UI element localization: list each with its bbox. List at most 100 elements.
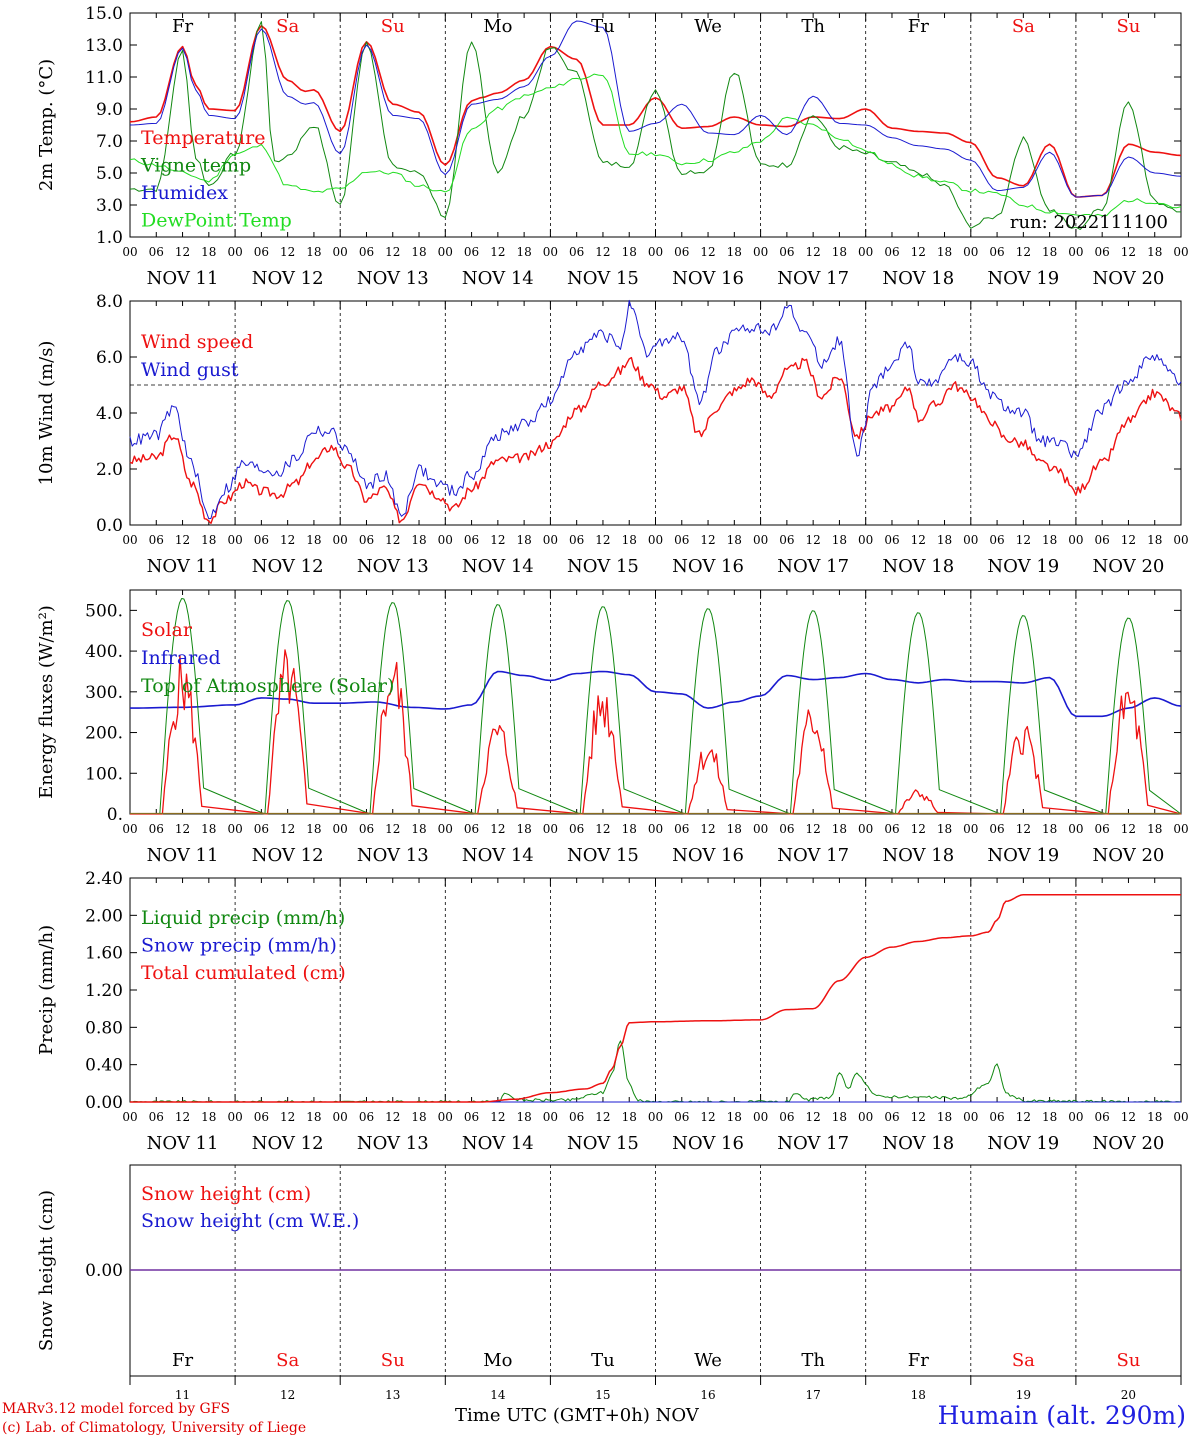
hour-tick-label: 06 — [1095, 822, 1110, 836]
hour-tick-label: 12 — [595, 1110, 610, 1124]
y-tick-label: 7.0 — [96, 132, 123, 152]
y-tick-label: 3.0 — [96, 196, 123, 216]
legend-entry: Liquid precip (mm/h) — [141, 907, 345, 929]
y-tick-label: 0.00 — [85, 1093, 123, 1113]
hour-tick-label: 00 — [333, 1110, 348, 1124]
hour-tick-label: 18 — [306, 1110, 321, 1124]
y-tick-label: 6.0 — [96, 348, 123, 368]
hour-tick-label: 18 — [201, 533, 216, 547]
hour-tick-label: 06 — [359, 245, 374, 259]
hour-tick-label: 12 — [1016, 533, 1031, 547]
hour-tick-label: 12 — [490, 822, 505, 836]
hour-tick-label: 00 — [1173, 245, 1188, 259]
hour-tick-label: 00 — [963, 822, 978, 836]
hour-tick-label: 00 — [333, 822, 348, 836]
hour-tick-label: 12 — [385, 822, 400, 836]
hour-tick-label: 18 — [516, 822, 531, 836]
hour-tick-label: 12 — [280, 245, 295, 259]
hour-tick-label: 00 — [122, 533, 137, 547]
hour-tick-label: 18 — [411, 533, 426, 547]
date-label: NOV 18 — [882, 1133, 954, 1154]
y-axis-label: 2m Temp. (°C) — [36, 59, 57, 191]
hour-tick-label: 12 — [280, 1110, 295, 1124]
y-tick-label: 5.0 — [96, 164, 123, 184]
hour-tick-label: 06 — [569, 1110, 584, 1124]
hour-tick-label: 12 — [1121, 1110, 1136, 1124]
hour-tick-label: 06 — [359, 1110, 374, 1124]
hour-tick-label: 06 — [149, 245, 164, 259]
legend-entry: Temperature — [141, 127, 265, 149]
hour-tick-label: 06 — [674, 1110, 689, 1124]
hour-tick-label: 00 — [438, 533, 453, 547]
date-label: NOV 13 — [357, 1133, 429, 1154]
hour-tick-label: 18 — [622, 533, 637, 547]
hour-tick-label: 00 — [963, 245, 978, 259]
date-label: NOV 16 — [672, 845, 744, 866]
hour-tick-label: 00 — [543, 822, 558, 836]
series-line-wind-speed — [129, 356, 1182, 524]
hour-tick-label: 12 — [595, 533, 610, 547]
y-tick-label: 100. — [85, 764, 123, 784]
hour-tick-label: 00 — [438, 1110, 453, 1124]
date-label: NOV 18 — [882, 268, 954, 289]
day-name-label: Sa — [276, 16, 299, 37]
hour-tick-label: 00 — [858, 1110, 873, 1124]
date-label: NOV 17 — [777, 845, 849, 866]
hour-tick-label: 00 — [1173, 533, 1188, 547]
hour-tick-label: 06 — [464, 1110, 479, 1124]
series-line-temperature — [129, 24, 1182, 198]
date-label: NOV 15 — [567, 268, 639, 289]
date-label: NOV 20 — [1093, 1133, 1165, 1154]
hour-tick-label: 18 — [937, 1110, 952, 1124]
date-label: NOV 15 — [567, 556, 639, 577]
day-name-label: Su — [381, 1350, 405, 1371]
date-label: NOV 19 — [987, 268, 1059, 289]
hour-tick-label: 18 — [937, 245, 952, 259]
hour-tick-label: 12 — [490, 533, 505, 547]
hour-tick-label: 06 — [989, 533, 1004, 547]
legend-entry: Vigne temp — [140, 155, 251, 177]
day-name-label: Th — [801, 1350, 825, 1371]
hour-tick-label: 06 — [464, 822, 479, 836]
hour-tick-label: 18 — [201, 822, 216, 836]
y-tick-label: 11.0 — [85, 68, 123, 88]
hour-tick-label: 18 — [622, 822, 637, 836]
day-number-label: 15 — [595, 1388, 610, 1402]
hour-tick-label: 12 — [806, 533, 821, 547]
date-label: NOV 12 — [252, 556, 324, 577]
hour-tick-label: 18 — [1042, 533, 1057, 547]
hour-tick-label: 18 — [832, 533, 847, 547]
hour-tick-label: 00 — [227, 533, 242, 547]
hour-tick-label: 18 — [411, 1110, 426, 1124]
hour-tick-label: 12 — [595, 245, 610, 259]
legend-entry: DewPoint Temp — [141, 210, 292, 232]
hour-tick-label: 00 — [753, 822, 768, 836]
hour-tick-label: 00 — [648, 1110, 663, 1124]
date-label: NOV 16 — [672, 1133, 744, 1154]
day-number-label: 13 — [385, 1388, 400, 1402]
hour-tick-label: 00 — [858, 533, 873, 547]
day-name-label: Fr — [172, 16, 193, 37]
legend-entry: Solar — [141, 619, 193, 641]
y-tick-label: 0.00 — [85, 1261, 123, 1281]
date-label: NOV 14 — [462, 268, 534, 289]
y-tick-label: 0.40 — [85, 1056, 123, 1076]
y-tick-label: 0.80 — [85, 1018, 123, 1038]
hour-tick-label: 06 — [779, 822, 794, 836]
hour-tick-label: 00 — [122, 822, 137, 836]
hour-tick-label: 00 — [227, 822, 242, 836]
hour-tick-label: 00 — [648, 245, 663, 259]
hour-tick-label: 00 — [1068, 822, 1083, 836]
hour-tick-label: 18 — [727, 1110, 742, 1124]
day-name-label: We — [694, 1350, 722, 1371]
hour-tick-label: 12 — [385, 533, 400, 547]
day-name-label: Tu — [591, 1350, 615, 1371]
hour-tick-label: 12 — [700, 245, 715, 259]
hour-tick-label: 12 — [175, 245, 190, 259]
hour-tick-label: 00 — [1068, 245, 1083, 259]
series-line-humidex — [129, 20, 1182, 198]
legend-entry: Snow height (cm W.E.) — [141, 1210, 359, 1232]
y-axis-label: Snow height (cm) — [36, 1190, 57, 1351]
hour-tick-label: 18 — [1042, 1110, 1057, 1124]
